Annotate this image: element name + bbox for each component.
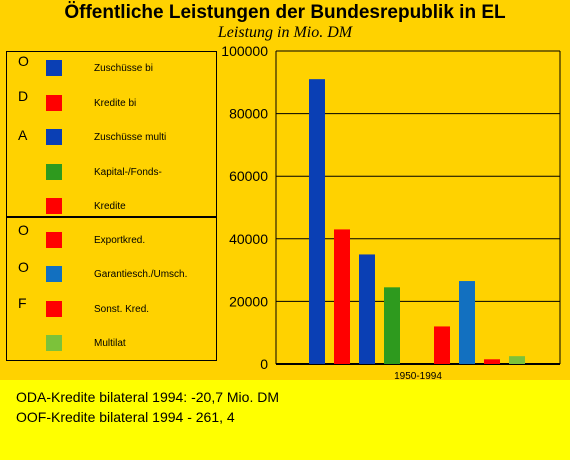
y-tick-label: 0	[260, 356, 268, 372]
bar	[509, 356, 525, 364]
legend	[6, 51, 217, 361]
legend-label: Garantiesch./Umsch.	[94, 269, 188, 280]
legend-group-letter: O	[18, 222, 29, 238]
legend-swatch	[46, 198, 62, 214]
legend-label: Sonst. Kred.	[94, 304, 150, 315]
bar	[459, 281, 475, 364]
chart-subtitle: Leistung in Mio. DM	[217, 24, 353, 41]
legend-group-letter: O	[18, 53, 29, 69]
legend-swatch	[46, 301, 62, 317]
legend-swatch	[46, 129, 62, 145]
legend-swatch	[46, 232, 62, 248]
legend-group-letter: D	[18, 88, 29, 104]
legend-label: Zuschüsse bi	[94, 63, 153, 74]
legend-swatch	[46, 266, 62, 282]
bar	[384, 287, 400, 364]
legend-label: Kapital-/Fonds-	[94, 167, 162, 178]
legend-swatch	[46, 335, 62, 351]
note-oda: ODA-Kredite bilateral 1994: -20,7 Mio. D…	[16, 389, 279, 405]
note-oof: OOF-Kredite bilateral 1994 - 261, 4	[16, 409, 235, 425]
legend-swatch	[46, 164, 62, 180]
legend-label: Kredite bi	[94, 98, 137, 109]
legend-label: Exportkred.	[94, 235, 146, 246]
bar	[334, 229, 350, 364]
legend-swatch	[46, 95, 62, 111]
x-axis-label: 1950-1994	[394, 371, 442, 380]
y-tick-label: 20000	[229, 293, 268, 309]
legend-swatch	[46, 60, 62, 76]
y-tick-label: 100000	[221, 43, 268, 59]
bar	[309, 79, 325, 365]
legend-label: Kredite	[94, 201, 126, 212]
chart-title: Öffentliche Leistungen der Bundesrepubli…	[64, 2, 506, 23]
legend-group-letter: O	[18, 259, 29, 275]
notes-panel: ODA-Kredite bilateral 1994: -20,7 Mio. D…	[0, 380, 570, 460]
bar	[484, 359, 500, 364]
y-tick-label: 40000	[229, 231, 268, 247]
bar	[359, 254, 375, 364]
bar	[434, 326, 450, 364]
legend-label: Multilat	[94, 338, 126, 349]
legend-group-letter: A	[18, 127, 28, 143]
legend-group-letter: F	[18, 295, 27, 311]
legend-label: Zuschüsse multi	[94, 132, 167, 143]
legend-divider	[6, 216, 217, 218]
bar-chart: 0 20000 40000 60000 80000 100000 1950-1994	[221, 43, 561, 380]
y-tick-label: 80000	[229, 106, 268, 122]
y-tick-label: 60000	[229, 168, 268, 184]
